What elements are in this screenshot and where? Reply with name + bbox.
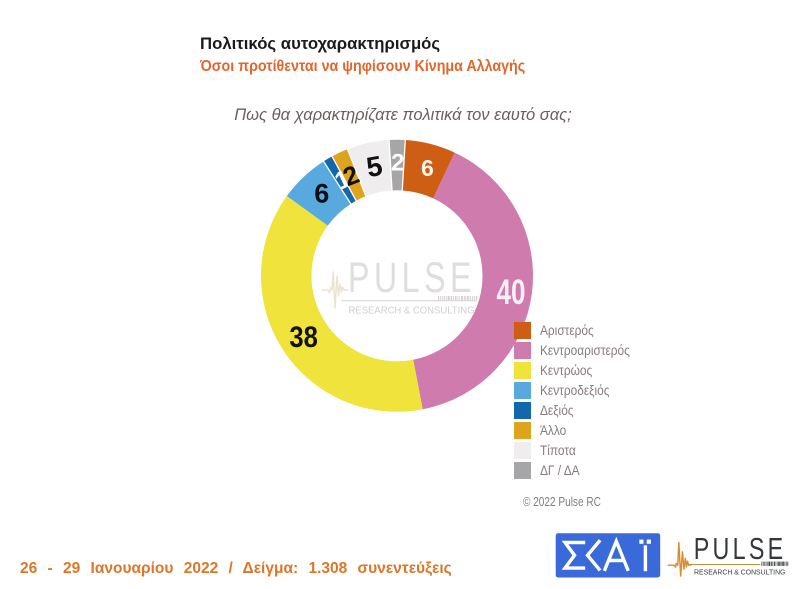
svg-text:PULSE: PULSE: [348, 255, 476, 302]
svg-text:2: 2: [391, 149, 405, 176]
svg-text:RESEARCH & CONSULTING: RESEARCH & CONSULTING: [694, 568, 785, 577]
svg-text:38: 38: [289, 321, 318, 354]
svg-text:5: 5: [364, 150, 385, 183]
svg-text:RESEARCH & CONSULTING: RESEARCH & CONSULTING: [349, 306, 475, 317]
svg-text:PULSE: PULSE: [694, 531, 787, 566]
svg-text:6: 6: [421, 155, 434, 181]
svg-text:6: 6: [314, 179, 329, 209]
svg-text:40: 40: [497, 273, 526, 312]
